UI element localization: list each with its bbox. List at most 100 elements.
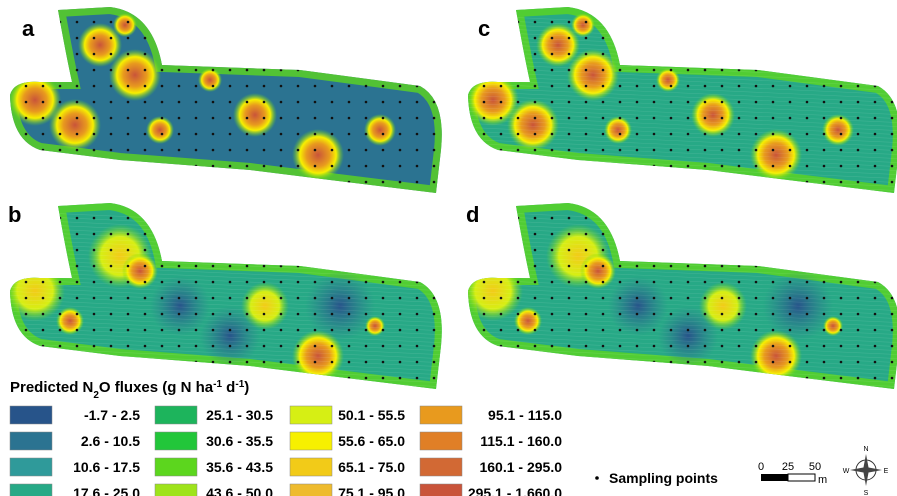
sampling-point — [432, 68, 436, 72]
sampling-point — [567, 328, 571, 332]
sampling-point — [398, 376, 402, 380]
legend: Predicted N2O fluxes (g N ha-1 d-1) -1.7… — [9, 379, 562, 496]
interp-line — [468, 238, 897, 260]
sampling-point — [550, 116, 554, 120]
sampling-point — [75, 84, 79, 88]
sampling-point — [58, 164, 62, 168]
sampling-point — [873, 216, 877, 220]
sampling-point — [499, 100, 503, 104]
sampling-point — [754, 20, 758, 24]
sampling-point — [262, 312, 266, 316]
sampling-point — [364, 328, 368, 332]
sampling-point — [177, 344, 181, 348]
sampling-point — [720, 344, 724, 348]
sampling-point — [635, 264, 639, 268]
sampling-point — [279, 328, 283, 332]
sampling-point — [618, 312, 622, 316]
interp-line — [10, 318, 442, 340]
sampling-point — [177, 312, 181, 316]
sampling-point — [856, 232, 860, 236]
sampling-point — [330, 52, 334, 56]
interp-line — [468, 142, 897, 164]
sampling-point — [890, 264, 894, 268]
sampling-point — [432, 248, 436, 252]
sampling-point — [890, 232, 894, 236]
sampling-point — [194, 132, 198, 136]
sampling-point — [533, 216, 537, 220]
sampling-point — [839, 180, 843, 184]
sampling-point — [109, 164, 113, 168]
sampling-point — [669, 148, 673, 152]
sampling-point — [432, 376, 436, 380]
sampling-point — [228, 248, 232, 252]
sampling-label: Sampling points — [609, 470, 718, 486]
sampling-point — [601, 344, 605, 348]
sampling-point — [194, 84, 198, 88]
sampling-point — [109, 264, 113, 268]
sampling-point — [635, 360, 639, 364]
sampling-point — [41, 36, 45, 40]
sampling-point — [499, 148, 503, 152]
sampling-point — [92, 328, 96, 332]
sampling-point — [584, 376, 588, 380]
sampling-point — [805, 180, 809, 184]
sampling-point — [652, 248, 656, 252]
sampling-point — [296, 232, 300, 236]
sampling-point — [890, 20, 894, 24]
interp-line — [468, 66, 897, 88]
map-panel — [10, 203, 442, 389]
interp-line — [10, 262, 442, 284]
sampling-point — [822, 312, 826, 316]
sampling-point — [856, 248, 860, 252]
legend-label: 43.6 - 50.0 — [206, 485, 273, 496]
sampling-point — [635, 148, 639, 152]
sampling-point — [856, 180, 860, 184]
sampling-point — [550, 36, 554, 40]
sampling-point — [771, 148, 775, 152]
sampling-point — [805, 116, 809, 120]
sampling-point — [856, 164, 860, 168]
sampling-point — [873, 360, 877, 364]
sampling-point — [754, 216, 758, 220]
legend-swatch — [154, 457, 198, 477]
sampling-point — [126, 296, 130, 300]
panel-label: a — [22, 16, 35, 41]
sampling-point — [398, 248, 402, 252]
sampling-point — [584, 360, 588, 364]
flux-blob — [233, 93, 277, 137]
sampling-point — [126, 216, 130, 220]
sampling-point — [194, 296, 198, 300]
sampling-point — [194, 164, 198, 168]
sampling-point — [126, 180, 130, 184]
sampling-point — [381, 280, 385, 284]
sampling-point — [618, 148, 622, 152]
sampling-point — [533, 20, 537, 24]
sampling-point — [635, 296, 639, 300]
sampling-point — [550, 296, 554, 300]
sampling-point — [415, 164, 419, 168]
sampling-point — [686, 248, 690, 252]
sampling-point — [194, 180, 198, 184]
sampling-point — [686, 296, 690, 300]
sampling-point — [398, 36, 402, 40]
sampling-point — [75, 52, 79, 56]
sampling-point — [228, 100, 232, 104]
sampling-point — [211, 360, 215, 364]
sampling-point — [703, 296, 707, 300]
sampling-point — [839, 84, 843, 88]
flux-blob — [658, 306, 718, 366]
sampling-point — [805, 312, 809, 316]
sampling-point — [364, 180, 368, 184]
sampling-point — [75, 68, 79, 72]
sampling-point — [788, 264, 792, 268]
sampling-point — [126, 148, 130, 152]
sampling-point — [432, 344, 436, 348]
sampling-point — [160, 264, 164, 268]
sampling-point — [143, 116, 147, 120]
sampling-point — [550, 264, 554, 268]
sampling-point — [160, 312, 164, 316]
sampling-point — [415, 100, 419, 104]
legend-label: 30.6 - 35.5 — [206, 433, 273, 449]
sampling-point — [822, 100, 826, 104]
sampling-point — [143, 312, 147, 316]
